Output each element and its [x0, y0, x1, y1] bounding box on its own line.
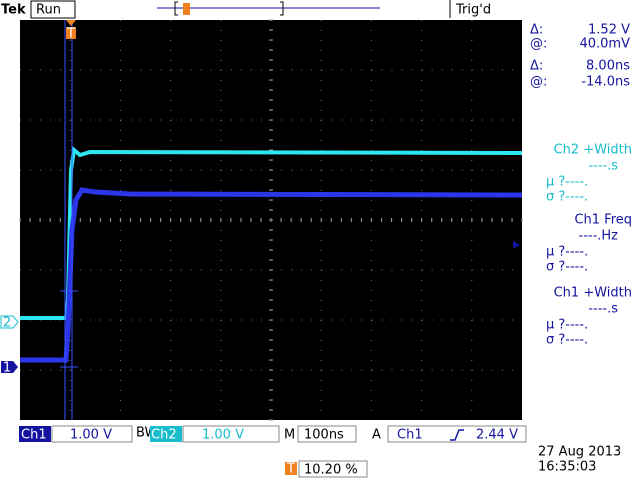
cursor-value: 1.52 V: [588, 23, 630, 38]
time-scale-box: [297, 425, 357, 443]
trigger-label: A: [372, 428, 381, 443]
trigger-status: Trig'd: [455, 3, 491, 18]
cursor-value: -14.0ns: [581, 75, 630, 90]
ch1-marker: [1, 361, 18, 373]
run-box: [30, 0, 76, 19]
brand: Tek: [1, 3, 26, 18]
cursor-symbol: @:: [530, 37, 547, 52]
measurement-title: Ch2 +Width: [554, 143, 632, 158]
ch2-scale: 1.00 V: [202, 428, 244, 443]
ch1-trace: [20, 187, 523, 363]
trigger-level-arrow: [513, 241, 520, 249]
measurement-value: ----.Hz: [579, 229, 619, 244]
trigger-arrow: [66, 20, 76, 26]
measurement-mean: μ ?----.: [546, 318, 588, 333]
cursor-symbol: Δ:: [530, 59, 543, 74]
ch1-scale: 1.00 V: [70, 428, 112, 443]
trigger-marker-label: T: [66, 27, 75, 42]
ch1-label: Ch1: [21, 428, 47, 443]
trigger-level: 2.44 V: [476, 428, 518, 443]
cursor-symbol: @:: [530, 75, 547, 90]
edge-icon: [450, 429, 464, 441]
record-window: [174, 1, 284, 16]
trigger-pos-icon-label: T: [286, 462, 295, 477]
trigger-pos-icon: [285, 462, 297, 475]
ch1-scale-box: [51, 425, 133, 443]
measurement-title: Ch1 +Width: [554, 286, 632, 301]
measurement-std: σ ?----.: [546, 333, 588, 348]
measurement-std: σ ?----.: [546, 190, 588, 205]
ch2-label-box: [150, 426, 182, 442]
trigger-pos-marker: [183, 3, 190, 15]
run-status: Run: [36, 3, 61, 18]
ch2-marker-label: 2: [3, 316, 11, 331]
ch1-marker-label: 1: [3, 361, 11, 376]
trigger-pos-value: 10.20 %: [304, 463, 358, 478]
cursor-symbol: Δ:: [530, 23, 543, 38]
measurement-value: ----.s: [588, 302, 618, 317]
trigger-box: [387, 425, 527, 443]
trigger-source: Ch1: [397, 428, 423, 443]
time: 16:35:03: [538, 460, 596, 475]
measurement-mean: μ ?----.: [546, 245, 588, 260]
trigger-pos-box: [298, 460, 368, 478]
ch2-label: Ch2: [151, 428, 177, 443]
ch2-marker: [0, 315, 19, 329]
ch2-scale-box: [182, 425, 280, 443]
measurement-title: Ch1 Freq: [574, 213, 632, 228]
time-scale: 100ns: [304, 428, 344, 443]
measurement-value: ----.s: [588, 159, 618, 174]
measurement-std: σ ?----.: [546, 260, 588, 275]
ch1-label-box: [19, 426, 51, 442]
date: 27 Aug 2013: [538, 445, 621, 460]
measurement-mean: μ ?----.: [546, 175, 588, 190]
trigger-marker: [66, 27, 76, 39]
time-label: M: [284, 428, 295, 443]
cursor-value: 40.0mV: [579, 37, 630, 52]
cursor-value: 8.00ns: [586, 59, 630, 74]
